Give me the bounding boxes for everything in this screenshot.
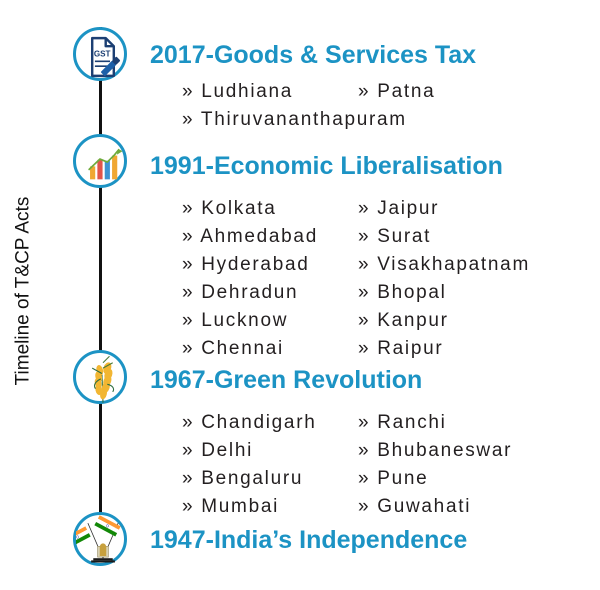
svg-text:GST: GST <box>94 49 111 58</box>
